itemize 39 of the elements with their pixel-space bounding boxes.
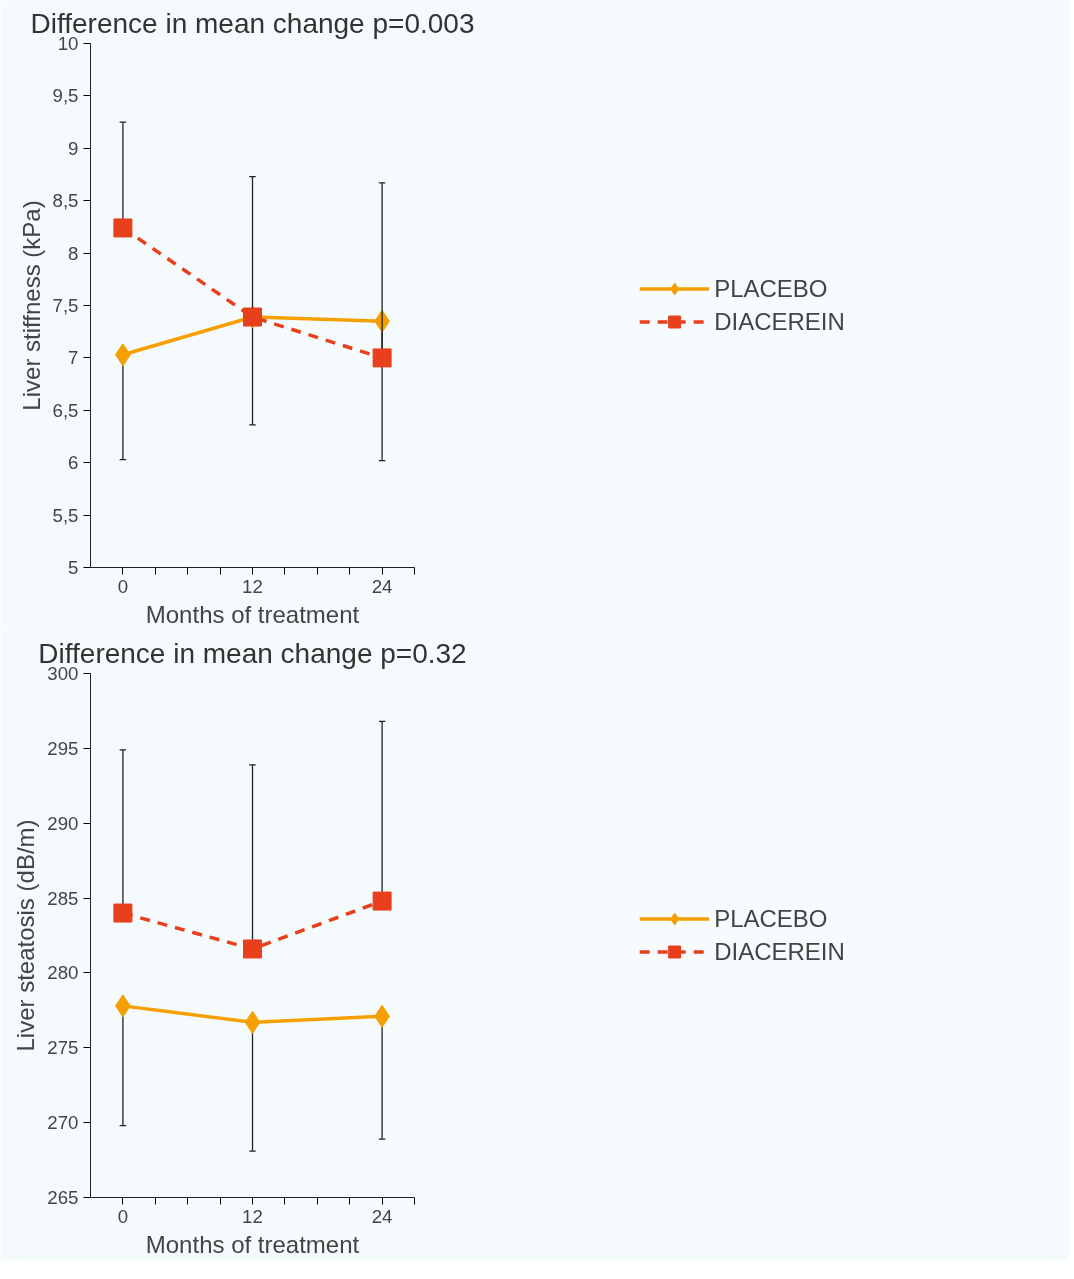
y-tick-label: 8: [68, 242, 79, 264]
legend-label: PLACEBO: [714, 274, 828, 303]
point: [372, 891, 392, 911]
y-tick-label: 300: [47, 663, 79, 684]
y-tick-label: 10: [57, 33, 79, 54]
y-tick-label: 265: [47, 1187, 79, 1208]
legend-label: PLACEBO: [714, 904, 828, 933]
y-axis-title: Liver steatosis (dB/m): [12, 819, 40, 1052]
y-tick-label: 7,5: [52, 295, 79, 316]
y-tick-label: 280: [47, 962, 79, 984]
y-tick-label: 285: [47, 887, 79, 909]
y-tick-label: 6,5: [52, 399, 79, 421]
y-tick-label: 9,5: [52, 85, 79, 107]
point: [244, 1010, 261, 1034]
point: [243, 939, 262, 959]
point: [372, 348, 392, 368]
x-axis-title: Months of treatment: [145, 600, 360, 628]
y-tick-label: 275: [47, 1037, 79, 1059]
x-tick-label: 0: [117, 575, 129, 597]
y-tick-label: 9: [68, 137, 79, 159]
y-tick-label: 6: [68, 452, 79, 474]
legend-label: DIACEREIN: [714, 307, 845, 336]
point: [113, 218, 133, 238]
y-axis-title: Liver stiffness (kPa): [17, 200, 45, 411]
x-axis-title: Months of treatment: [145, 1230, 360, 1258]
x-tick-label: 12: [242, 1205, 263, 1227]
legend-label: DIACEREIN: [714, 937, 845, 966]
x-tick-label: 12: [242, 575, 263, 597]
y-tick-label: 5: [68, 557, 79, 578]
y-tick-label: 295: [47, 737, 79, 759]
x-tick-label: 0: [117, 1205, 129, 1227]
x-tick-label: 24: [371, 575, 393, 597]
point: [113, 903, 133, 923]
y-tick-label: 8,5: [52, 190, 79, 212]
y-tick-label: 270: [47, 1112, 79, 1134]
x-tick-label: 24: [371, 1205, 393, 1227]
y-tick-label: 290: [47, 812, 79, 834]
y-tick-label: 7: [68, 347, 79, 369]
y-tick-label: 5,5: [52, 504, 79, 526]
